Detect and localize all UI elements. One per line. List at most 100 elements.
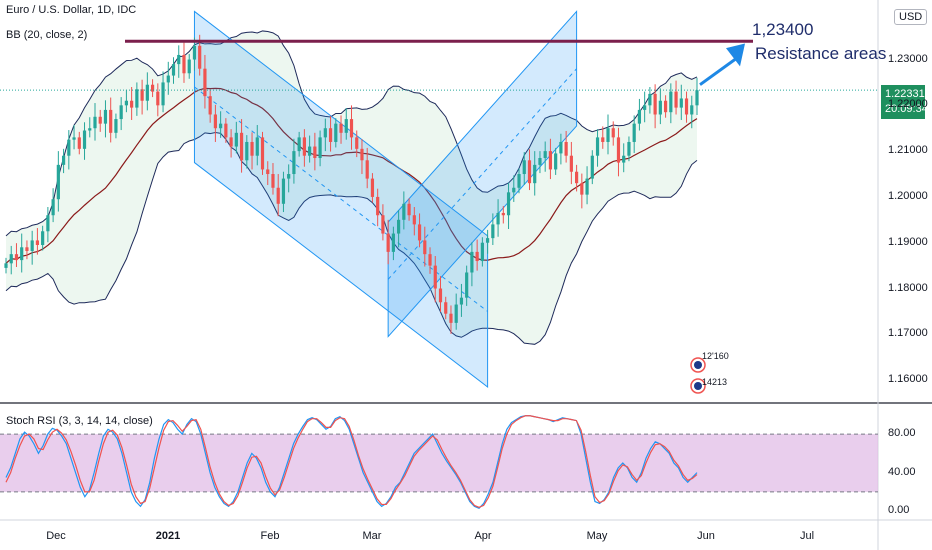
candle-body <box>475 251 479 262</box>
price-axis-tick: 1.17000 <box>888 327 928 340</box>
stoch-rsi-label[interactable]: Stoch RSI (3, 3, 14, 14, close) <box>6 415 153 427</box>
candle-body <box>130 100 134 108</box>
price-axis-tick: 1.21000 <box>888 144 928 157</box>
candle-body <box>56 164 60 200</box>
resistance-label-text: Resistance areas <box>755 44 887 63</box>
candle-body <box>412 215 416 225</box>
candle-body <box>166 75 170 83</box>
candle-body <box>20 247 24 261</box>
candle-body <box>46 215 50 232</box>
candle-body <box>135 89 139 108</box>
candle-body <box>449 313 453 323</box>
candle-body <box>119 105 123 120</box>
candle-body <box>14 254 19 261</box>
candle-body <box>41 231 45 246</box>
candle-body <box>501 212 505 216</box>
candle-body <box>512 187 516 193</box>
candle-body <box>506 192 511 216</box>
ascending-channel-median <box>387 68 577 280</box>
candle-body <box>318 137 322 158</box>
candle-body <box>397 219 401 234</box>
candle-body <box>465 272 469 298</box>
candle-body <box>67 139 71 156</box>
candle-body <box>145 84 149 101</box>
resistance-arrow-head <box>726 43 745 67</box>
candle-body <box>674 91 678 108</box>
candle-body <box>177 54 181 65</box>
event-badge-1-value: 12'160 <box>702 351 729 361</box>
candle-body <box>590 155 594 179</box>
candle-body <box>271 174 275 188</box>
candle-body <box>182 54 186 74</box>
candle-body <box>574 171 579 184</box>
candle-body <box>658 100 662 115</box>
candle-body <box>308 146 312 156</box>
candle-body <box>554 153 558 170</box>
candle-body <box>302 137 306 156</box>
candle-body <box>292 151 296 175</box>
time-axis-tick: Mar <box>362 530 382 542</box>
candle-body <box>438 288 443 303</box>
candle-body <box>323 128 327 138</box>
candle-body <box>355 137 359 149</box>
descending-channel-median <box>194 86 488 312</box>
currency-badge[interactable]: USD <box>894 9 928 25</box>
time-axis-tick: Dec <box>46 530 66 542</box>
candle-body <box>328 128 333 142</box>
candle-body <box>93 116 97 129</box>
candle-body <box>669 91 673 113</box>
candle-body <box>334 123 338 142</box>
candle-body <box>114 119 118 133</box>
candle-body <box>663 100 668 113</box>
bar-countdown: 20:09:34 <box>885 103 928 115</box>
candle-body <box>30 240 34 251</box>
candle-body <box>517 174 521 188</box>
stoch-axis-tick: 0.00 <box>888 504 910 517</box>
candle-body <box>276 187 280 204</box>
candle-body <box>156 91 160 106</box>
candle-body <box>370 178 375 197</box>
candle-body <box>255 137 259 156</box>
candle-body <box>381 215 385 234</box>
candle-body <box>150 84 155 92</box>
bb-indicator-label[interactable]: BB (20, close, 2) <box>6 29 88 41</box>
price-axis-tick: 1.19000 <box>888 235 928 248</box>
candle-body <box>339 123 343 133</box>
candle-body <box>580 183 584 195</box>
candle-body <box>77 137 81 149</box>
candle-body <box>679 98 683 108</box>
candle-body <box>187 59 191 74</box>
price-axis-tick: 1.23000 <box>888 52 928 65</box>
candle-body <box>648 93 652 106</box>
candle-body <box>161 82 165 106</box>
candle-body <box>386 233 390 252</box>
candle-body <box>9 254 13 264</box>
candle-body <box>98 116 102 124</box>
candle-body <box>360 148 364 161</box>
stoch-d-line <box>5 415 698 508</box>
candle-body <box>548 151 553 170</box>
time-axis-tick: Jul <box>799 530 815 542</box>
stoch-k-line <box>5 415 698 510</box>
candle-body <box>203 68 207 97</box>
stoch-axis-tick: 80.00 <box>888 427 916 440</box>
candle-body <box>4 263 8 268</box>
price-axis-tick: 1.18000 <box>888 281 928 294</box>
candle-body <box>208 96 212 115</box>
candle-body <box>496 212 500 225</box>
stoch-axis-tick: 40.00 <box>888 465 916 478</box>
candle-body <box>192 45 197 60</box>
candle-body <box>454 304 458 323</box>
event-badge-2-value: 14213 <box>702 377 728 387</box>
candle-body <box>313 146 317 158</box>
candle-body <box>632 123 636 142</box>
time-axis-tick: 2021 <box>155 530 181 542</box>
candle-body <box>538 157 542 165</box>
candle-body <box>213 114 217 129</box>
candle-body <box>611 128 615 138</box>
candle-body <box>491 224 495 239</box>
candle-body <box>109 109 113 133</box>
candle-body <box>297 137 301 152</box>
candle-body <box>595 137 600 156</box>
